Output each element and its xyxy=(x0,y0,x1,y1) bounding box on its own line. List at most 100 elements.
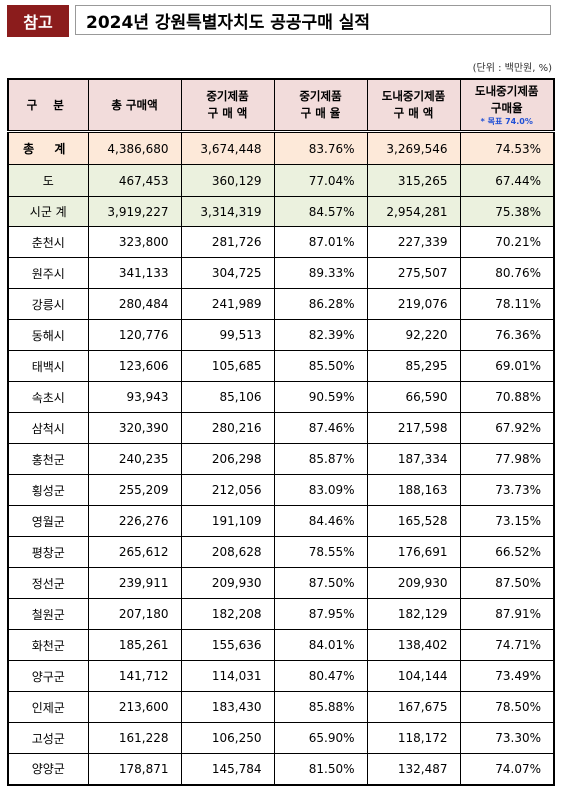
row-label: 정선군 xyxy=(7,567,89,599)
cell: 3,674,448 xyxy=(180,131,275,165)
cell: 138,402 xyxy=(366,629,461,661)
cell: 265,612 xyxy=(87,536,182,568)
row-label: 원주시 xyxy=(7,257,89,289)
row-label: 도 xyxy=(7,164,89,197)
cell: 99,513 xyxy=(180,319,275,351)
cell: 209,930 xyxy=(366,567,461,599)
header-line: 총 구매액 xyxy=(111,97,158,112)
cell: 104,144 xyxy=(366,660,461,692)
table-row: 동해시 120,776 99,513 82.39% 92,220 76.36% xyxy=(7,319,555,351)
cell: 207,180 xyxy=(87,598,182,630)
cell: 89.33% xyxy=(273,257,368,289)
cell: 92,220 xyxy=(366,319,461,351)
cell: 93,943 xyxy=(87,381,182,413)
cell: 341,133 xyxy=(87,257,182,289)
cell: 78.11% xyxy=(459,288,555,320)
table-row: 강릉시 280,484 241,989 86.28% 219,076 78.11% xyxy=(7,288,555,320)
cell: 280,216 xyxy=(180,412,275,444)
title: 2024년 강원특별자치도 공공구매 실적 xyxy=(75,5,551,35)
header-line: 도내중기제품 xyxy=(475,84,539,98)
cell: 83.09% xyxy=(273,474,368,506)
cell: 70.21% xyxy=(459,226,555,258)
cell: 212,056 xyxy=(180,474,275,506)
cell: 226,276 xyxy=(87,505,182,537)
cell: 87.50% xyxy=(273,567,368,599)
cell: 90.59% xyxy=(273,381,368,413)
table-row: 고성군 161,228 106,250 65.90% 118,172 73.30% xyxy=(7,722,555,754)
cell: 73.15% xyxy=(459,505,555,537)
cell: 185,261 xyxy=(87,629,182,661)
cell: 85.87% xyxy=(273,443,368,475)
cell: 191,109 xyxy=(180,505,275,537)
table-row: 화천군 185,261 155,636 84.01% 138,402 74.71% xyxy=(7,629,555,661)
table-row: 총 계 4,386,680 3,674,448 83.76% 3,269,546 74.5… xyxy=(7,131,555,165)
cell: 2,954,281 xyxy=(366,196,461,227)
cell: 467,453 xyxy=(87,164,182,197)
cell: 67.92% xyxy=(459,412,555,444)
header-line: 중기제품 xyxy=(206,89,249,103)
cell: 105,685 xyxy=(180,350,275,382)
cell: 82.39% xyxy=(273,319,368,351)
cell: 69.01% xyxy=(459,350,555,382)
header-line: 구 매 액 xyxy=(207,106,248,120)
row-label: 동해시 xyxy=(7,319,89,351)
table-row: 정선군 239,911 209,930 87.50% 209,930 87.50% xyxy=(7,567,555,599)
cell: 280,484 xyxy=(87,288,182,320)
header-line: 구 매 율 xyxy=(300,106,341,120)
row-label: 인제군 xyxy=(7,691,89,723)
cell: 227,339 xyxy=(366,226,461,258)
cell: 74.07% xyxy=(459,753,555,785)
cell: 73.49% xyxy=(459,660,555,692)
cell: 206,298 xyxy=(180,443,275,475)
cell: 78.55% xyxy=(273,536,368,568)
table-row: 양양군 178,871 145,784 81.50% 132,487 74.07% xyxy=(7,753,555,785)
cell: 80.47% xyxy=(273,660,368,692)
cell: 66.52% xyxy=(459,536,555,568)
cell: 161,228 xyxy=(87,722,182,754)
cell: 3,919,227 xyxy=(87,196,182,227)
header-line: 구매율 xyxy=(490,101,523,115)
row-label: 강릉시 xyxy=(7,288,89,320)
cell: 209,930 xyxy=(180,567,275,599)
cell: 240,235 xyxy=(87,443,182,475)
cell: 85.88% xyxy=(273,691,368,723)
cell: 74.53% xyxy=(459,131,555,165)
header-line: 중기제품 xyxy=(299,89,342,103)
table-body: 총 계 4,386,680 3,674,448 83.76% 3,269,546 74.5… xyxy=(7,131,555,785)
cell: 165,528 xyxy=(366,505,461,537)
cell: 145,784 xyxy=(180,753,275,785)
cell: 213,600 xyxy=(87,691,182,723)
column-header: 도내중기제품 구 매 액 xyxy=(366,78,461,133)
cell: 3,269,546 xyxy=(366,131,461,165)
cell: 85,295 xyxy=(366,350,461,382)
table-row: 철원군 207,180 182,208 87.95% 182,129 87.91% xyxy=(7,598,555,630)
cell: 70.88% xyxy=(459,381,555,413)
cell: 81.50% xyxy=(273,753,368,785)
cell: 73.73% xyxy=(459,474,555,506)
cell: 87.95% xyxy=(273,598,368,630)
cell: 78.50% xyxy=(459,691,555,723)
row-label: 태백시 xyxy=(7,350,89,382)
cell: 77.98% xyxy=(459,443,555,475)
column-header: 도내중기제품 구매율 * 목표 74.0% xyxy=(459,78,555,133)
cell: 219,076 xyxy=(366,288,461,320)
table-row: 춘천시 323,800 281,726 87.01% 227,339 70.21% xyxy=(7,226,555,258)
cell: 85.50% xyxy=(273,350,368,382)
cell: 73.30% xyxy=(459,722,555,754)
cell: 132,487 xyxy=(366,753,461,785)
table-row: 양구군 141,712 114,031 80.47% 104,144 73.49% xyxy=(7,660,555,692)
cell: 304,725 xyxy=(180,257,275,289)
cell: 255,209 xyxy=(87,474,182,506)
cell: 87.46% xyxy=(273,412,368,444)
row-label: 삼척시 xyxy=(7,412,89,444)
table-row: 평창군 265,612 208,628 78.55% 176,691 66.52% xyxy=(7,536,555,568)
cell: 155,636 xyxy=(180,629,275,661)
cell: 176,691 xyxy=(366,536,461,568)
cell: 76.36% xyxy=(459,319,555,351)
cell: 188,163 xyxy=(366,474,461,506)
column-header: 구 분 xyxy=(7,78,89,133)
